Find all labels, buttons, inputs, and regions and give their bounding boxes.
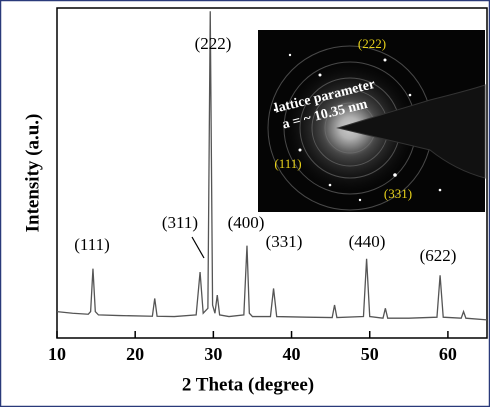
x-tick-label: 20 <box>126 344 144 364</box>
inset-label: (111) <box>274 156 301 171</box>
peak-label: (311) <box>162 213 198 232</box>
chart: 10 20 30 40 50 60 (222) lattice parameter a =… <box>0 0 490 407</box>
y-axis-label: Intensity (a.u.) <box>22 114 43 233</box>
x-axis-label: 2 Theta (degree) <box>182 374 314 395</box>
peak-label: (622) <box>420 246 457 265</box>
peak-label: (400) <box>228 213 265 232</box>
inset: (222) lattice parameter a = ~ 10.35 nm (… <box>258 30 485 212</box>
inset-label: (222) <box>358 36 386 51</box>
x-tick-label: 60 <box>439 344 457 364</box>
peak-label: (222) <box>195 34 232 53</box>
peak-label: (440) <box>349 232 386 251</box>
inset-label: (331) <box>384 186 412 201</box>
peak-label: (111) <box>74 235 110 254</box>
peak-label: (331) <box>266 232 303 251</box>
x-tick-label: 50 <box>361 344 379 364</box>
x-tick-label: 40 <box>283 344 301 364</box>
x-tick-label: 10 <box>48 344 66 364</box>
x-tick-label: 30 <box>204 344 222 364</box>
